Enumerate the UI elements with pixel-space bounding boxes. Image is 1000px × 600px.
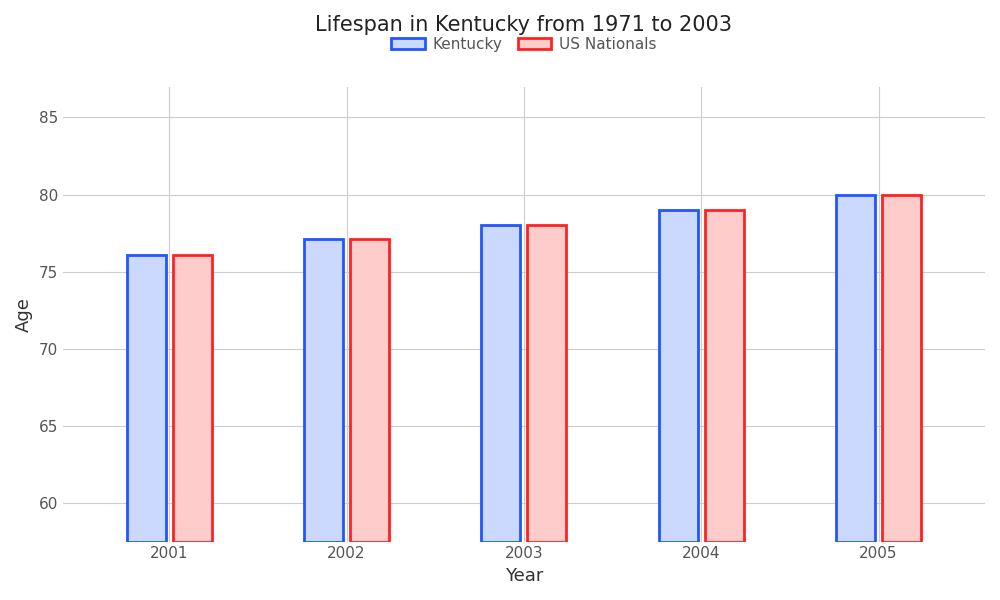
Y-axis label: Age: Age bbox=[15, 296, 33, 332]
Bar bbox=[304, 239, 343, 542]
Bar bbox=[350, 239, 389, 542]
Bar bbox=[882, 194, 921, 542]
Legend: Kentucky, US Nationals: Kentucky, US Nationals bbox=[385, 31, 663, 58]
Bar bbox=[127, 254, 166, 542]
Bar bbox=[173, 254, 212, 542]
Bar bbox=[527, 226, 566, 542]
X-axis label: Year: Year bbox=[505, 567, 543, 585]
Bar bbox=[481, 226, 520, 542]
Bar bbox=[705, 210, 744, 542]
Bar bbox=[836, 194, 875, 542]
Bar bbox=[659, 210, 698, 542]
Title: Lifespan in Kentucky from 1971 to 2003: Lifespan in Kentucky from 1971 to 2003 bbox=[315, 15, 732, 35]
